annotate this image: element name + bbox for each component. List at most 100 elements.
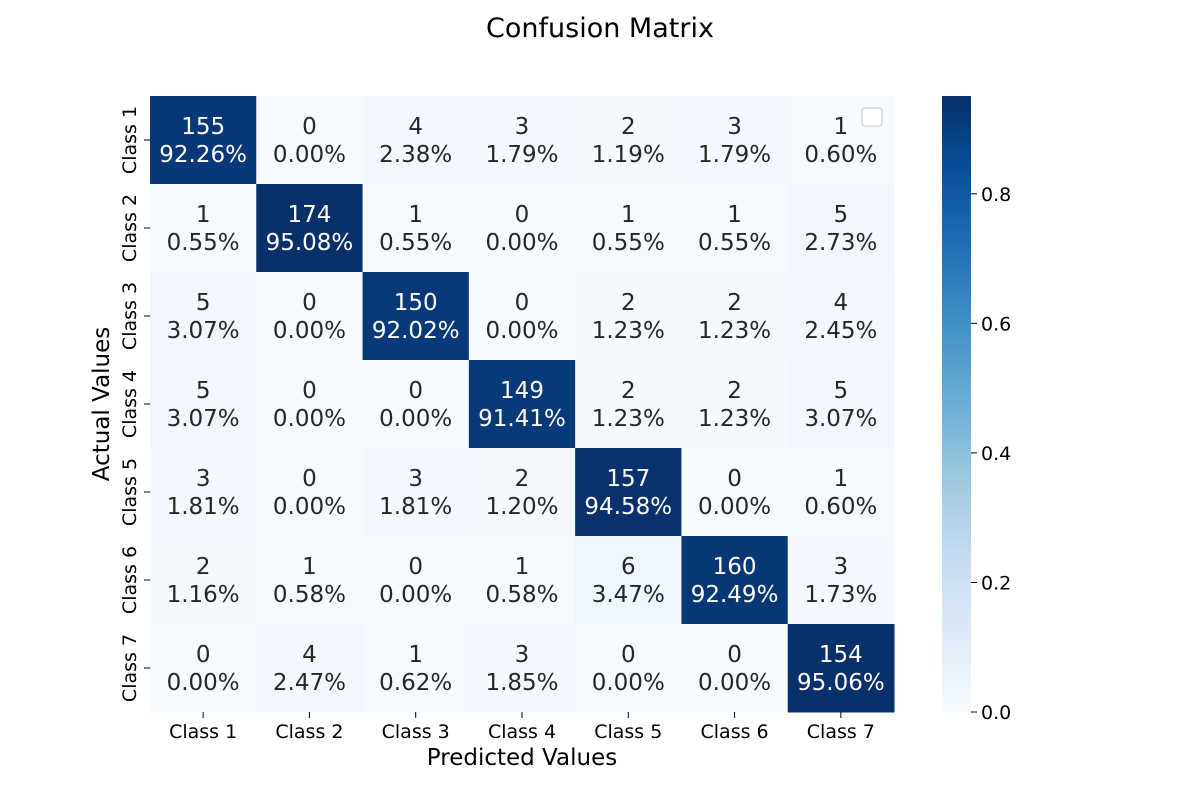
cell-count-label: 3 — [515, 114, 530, 140]
cell-count-label: 1 — [727, 202, 742, 228]
cell-count-label: 150 — [394, 290, 438, 316]
cell-count-label: 3 — [408, 466, 423, 492]
cell-percent-label: 1.73% — [804, 582, 877, 608]
cell-percent-label: 1.20% — [485, 494, 558, 520]
cell-percent-label: 0.00% — [273, 494, 346, 520]
heatmap-cell — [575, 360, 682, 449]
y-tick-label: Class 3 — [119, 282, 141, 350]
cell-count-label: 0 — [621, 642, 636, 668]
cell-count-label: 2 — [515, 466, 530, 492]
heatmap-cell — [681, 360, 789, 449]
heatmap-cell — [681, 184, 789, 273]
heatmap-cell — [681, 272, 789, 361]
cell-count-label: 3 — [196, 466, 211, 492]
cell-count-label: 0 — [408, 554, 423, 580]
heatmap-cell — [256, 272, 364, 361]
heatmap-cell — [575, 448, 682, 537]
cell-count-label: 1 — [834, 466, 849, 492]
cell-percent-label: 2.38% — [379, 142, 452, 168]
cell-percent-label: 0.58% — [273, 582, 346, 608]
y-axis: Class 1 Class 2 Class 3 Class 4 Class 5 Class… — [119, 106, 150, 702]
cell-percent-label: 0.00% — [698, 670, 771, 696]
heatmap-cell — [468, 536, 576, 625]
cell-percent-label: 0.00% — [485, 318, 558, 344]
colorbar-tick-label: 0.8 — [981, 184, 1011, 206]
heatmap-cell — [468, 360, 576, 449]
cell-count-label: 154 — [819, 642, 863, 668]
cell-count-label: 155 — [181, 114, 225, 140]
heatmap-cell — [362, 624, 470, 713]
cell-percent-label: 92.02% — [372, 318, 460, 344]
cell-count-label: 0 — [515, 290, 530, 316]
cell-count-label: 5 — [196, 290, 211, 316]
cell-count-label: 1 — [834, 114, 849, 140]
cell-count-label: 0 — [302, 114, 317, 140]
cell-count-label: 3 — [515, 642, 530, 668]
heatmap-cell — [575, 96, 682, 185]
cell-count-label: 2 — [621, 290, 636, 316]
x-tick-label: Class 7 — [807, 721, 875, 743]
cell-percent-label: 0.55% — [379, 230, 452, 256]
cell-count-label: 0 — [302, 466, 317, 492]
cell-percent-label: 2.73% — [804, 230, 877, 256]
cell-percent-label: 3.07% — [167, 406, 240, 432]
colorbar — [942, 96, 971, 712]
y-axis-label: Actual Values — [89, 327, 115, 482]
heatmap-cells: 15592.26%00.00%42.38%31.79%21.19%31.79%1… — [150, 96, 895, 713]
heatmap-cell — [575, 184, 682, 273]
cell-percent-label: 0.00% — [167, 670, 240, 696]
heatmap-cell — [150, 96, 257, 185]
heatmap-cell — [362, 448, 470, 537]
cell-count-label: 5 — [834, 202, 849, 228]
x-axis: Class 1 Class 2 Class 3 Class 4 Class 5 Class… — [169, 712, 875, 743]
cell-count-label: 0 — [196, 642, 211, 668]
cell-count-label: 1 — [302, 554, 317, 580]
chart-title: Confusion Matrix — [486, 13, 714, 44]
x-tick-label: Class 6 — [701, 721, 769, 743]
cell-percent-label: 1.81% — [167, 494, 240, 520]
heatmap-cell — [787, 624, 895, 713]
colorbar-tick-label: 0.4 — [981, 443, 1011, 465]
colorbar-tick-label: 0.0 — [981, 702, 1011, 724]
heatmap-cell — [256, 624, 364, 713]
cell-count-label: 1 — [515, 554, 530, 580]
heatmap-cell — [362, 536, 470, 625]
heatmap-cell — [681, 624, 789, 713]
heatmap-cell — [256, 96, 364, 185]
heatmap-cell — [468, 184, 576, 273]
cell-percent-label: 0.00% — [273, 318, 346, 344]
x-tick-label: Class 1 — [169, 721, 237, 743]
x-tick-label: Class 2 — [275, 721, 343, 743]
cell-count-label: 174 — [287, 202, 331, 228]
colorbar-ticks: 0.0 0.2 0.4 0.6 0.8 — [971, 184, 1011, 724]
cell-count-label: 1 — [408, 202, 423, 228]
cell-percent-label: 92.49% — [691, 582, 779, 608]
cell-count-label: 3 — [727, 114, 742, 140]
x-axis-label: Predicted Values — [427, 745, 617, 771]
cell-percent-label: 0.00% — [273, 406, 346, 432]
y-tick-label: Class 5 — [119, 458, 141, 526]
heatmap-cell — [150, 448, 257, 537]
cell-count-label: 3 — [834, 554, 849, 580]
cell-count-label: 149 — [500, 378, 544, 404]
cell-percent-label: 0.00% — [592, 670, 665, 696]
cell-percent-label: 0.60% — [804, 494, 877, 520]
cell-percent-label: 0.00% — [379, 582, 452, 608]
cell-percent-label: 0.60% — [804, 142, 877, 168]
heatmap-cell — [681, 96, 789, 185]
cell-percent-label: 1.23% — [698, 406, 771, 432]
cell-percent-label: 0.00% — [273, 142, 346, 168]
cell-percent-label: 1.79% — [698, 142, 771, 168]
y-tick-label: Class 7 — [119, 634, 141, 702]
y-tick-label: Class 6 — [119, 546, 141, 614]
cell-percent-label: 1.23% — [592, 406, 665, 432]
cell-count-label: 2 — [727, 378, 742, 404]
heatmap-cell — [362, 184, 470, 273]
cell-count-label: 4 — [408, 114, 423, 140]
heatmap-cell — [362, 272, 470, 361]
cell-count-label: 0 — [302, 290, 317, 316]
heatmap-cell — [787, 272, 895, 361]
heatmap-cell — [787, 360, 895, 449]
cell-percent-label: 0.55% — [592, 230, 665, 256]
heatmap-cell — [256, 536, 364, 625]
